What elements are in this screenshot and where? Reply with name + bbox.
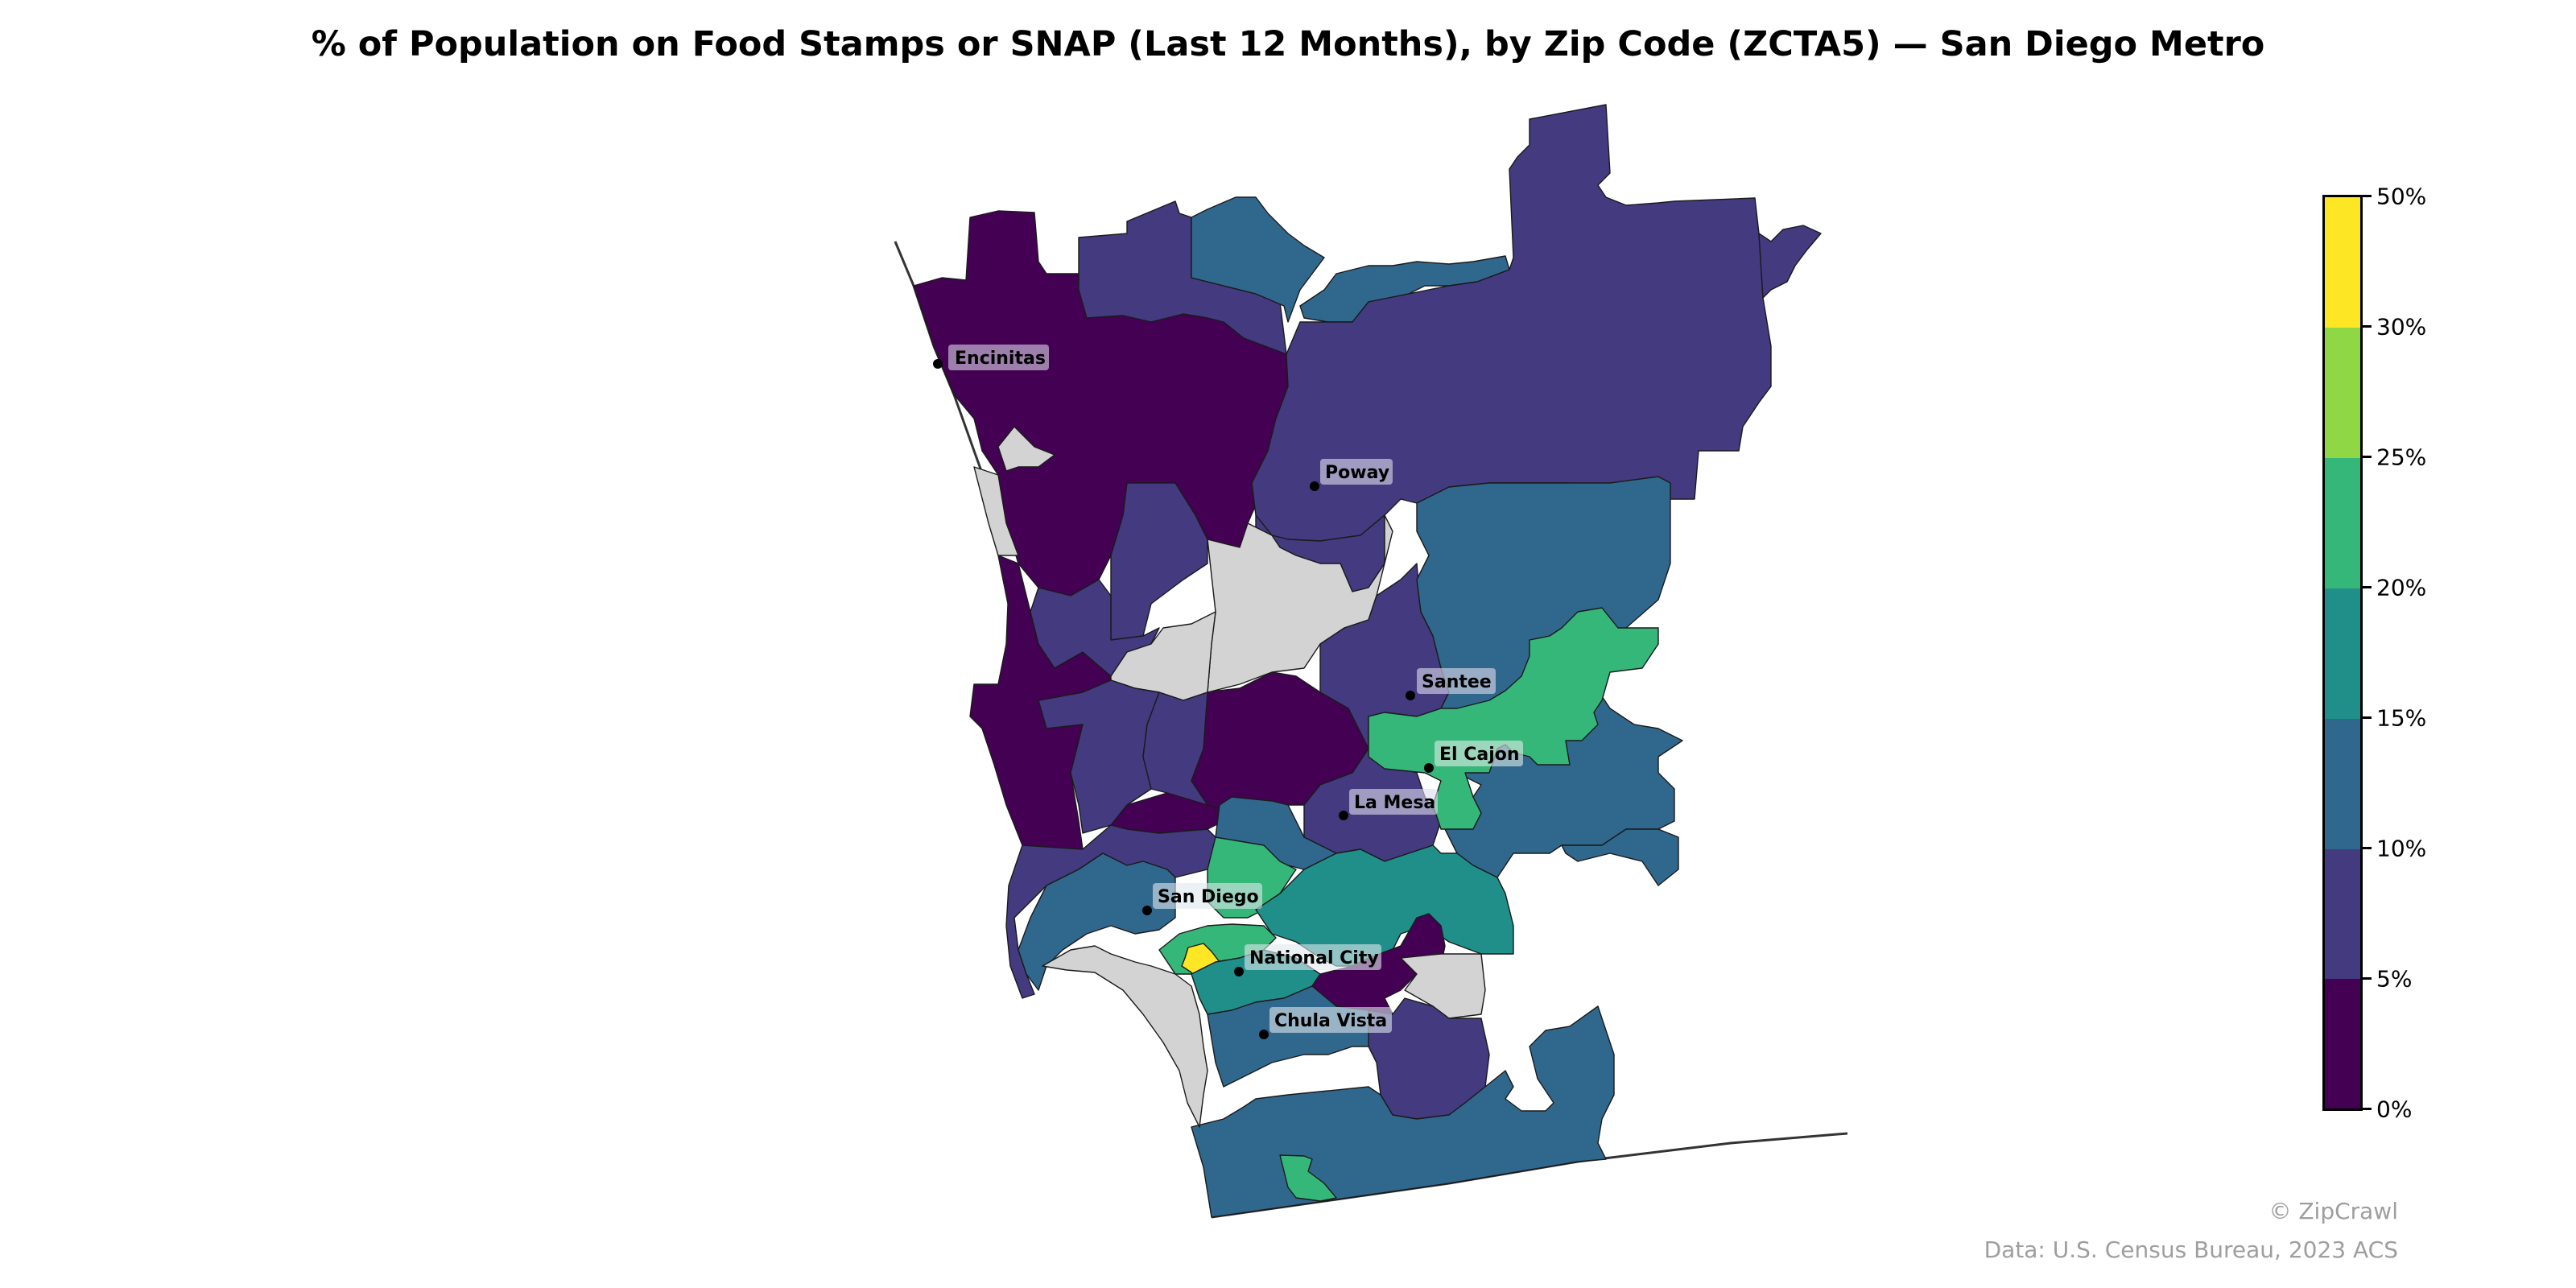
zcta-region-no-data xyxy=(1400,953,1486,1019)
zcta-region[interactable] xyxy=(1251,104,1772,542)
colorbar-tick xyxy=(2360,1108,2372,1110)
colorbar-bin-5-10 xyxy=(2325,849,2360,979)
colorbar-bin-0-5 xyxy=(2325,979,2360,1108)
zcta-region-no-data xyxy=(1042,945,1208,1128)
colorbar-tick-label: 20% xyxy=(2376,574,2427,601)
chart-title: % of Population on Food Stamps or SNAP (… xyxy=(311,24,2265,64)
colorbar-tick xyxy=(2360,847,2372,849)
colorbar-tick-label: 25% xyxy=(2376,444,2427,471)
zcta-region[interactable] xyxy=(1038,679,1160,834)
data-source-credit: Data: U.S. Census Bureau, 2023 ACS xyxy=(1984,1236,2398,1263)
colorbar-tick xyxy=(2360,195,2372,197)
copyright-credit: © ZipCrawl xyxy=(2268,1198,2398,1224)
zcta-region[interactable] xyxy=(1279,1154,1337,1202)
zcta-region[interactable] xyxy=(1018,852,1176,991)
colorbar-tick-label: 30% xyxy=(2376,313,2427,341)
zcta-region-no-data xyxy=(1207,514,1393,693)
colorbar-bin-20-25 xyxy=(2325,458,2360,588)
colorbar-tick xyxy=(2360,456,2372,458)
zcta-region[interactable] xyxy=(1561,828,1679,886)
colorbar-tick-label: 0% xyxy=(2376,1096,2413,1123)
colorbar-tick xyxy=(2360,586,2372,588)
colorbar-tick-label: 5% xyxy=(2376,965,2413,993)
colorbar-tick xyxy=(2360,325,2372,328)
zcta-region[interactable] xyxy=(1142,691,1208,806)
colorbar-bin-30-50 xyxy=(2325,197,2360,328)
colorbar-bin-25-30 xyxy=(2325,328,2360,458)
colorbar-legend xyxy=(2322,195,2363,1111)
colorbar-tick xyxy=(2360,977,2372,980)
colorbar-tick-label: 50% xyxy=(2376,183,2427,210)
colorbar-bin-15-20 xyxy=(2325,588,2360,719)
colorbar-tick xyxy=(2360,716,2372,719)
zcta-region-no-data xyxy=(973,466,1019,556)
colorbar-tick-label: 15% xyxy=(2376,704,2427,732)
zcta-region[interactable] xyxy=(1191,196,1325,323)
zcta-region-no-data xyxy=(997,426,1055,472)
zcta-region[interactable] xyxy=(1368,607,1659,830)
zcta-region[interactable] xyxy=(1110,482,1208,641)
zcta-region[interactable] xyxy=(1758,225,1822,299)
colorbar-bin-10-15 xyxy=(2325,719,2360,849)
colorbar-tick-label: 10% xyxy=(2376,835,2427,862)
